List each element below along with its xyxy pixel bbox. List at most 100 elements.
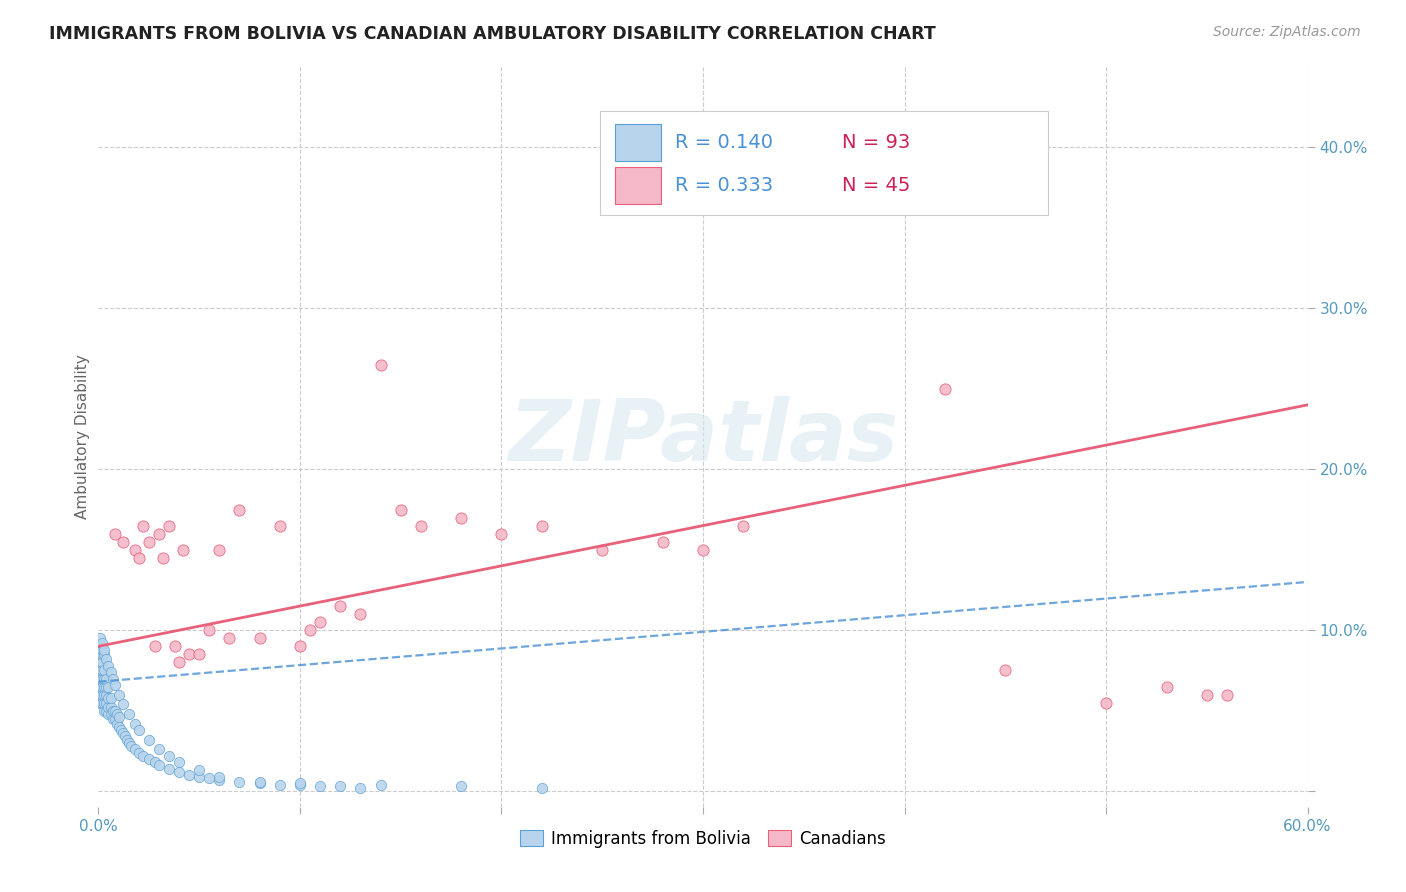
Point [249, 774, 271, 789]
Point [167, 755, 190, 769]
Legend: Immigrants from Bolivia, Canadians: Immigrants from Bolivia, Canadians [513, 823, 893, 855]
Point [491, 526, 513, 541]
Point [138, 732, 160, 747]
Point [93, 672, 115, 686]
Point [128, 723, 150, 737]
Point [89, 672, 111, 686]
Point [89, 640, 111, 654]
Point [97, 706, 120, 721]
Point [89, 664, 111, 678]
Point [124, 742, 146, 756]
Point [994, 664, 1017, 678]
Point [93, 688, 115, 702]
Point [188, 764, 211, 778]
Point [128, 550, 150, 565]
Point [96, 696, 118, 710]
Point [148, 758, 170, 772]
Point [349, 780, 371, 795]
Point [100, 690, 122, 705]
Text: IMMIGRANTS FROM BOLIVIA VS CANADIAN AMBULATORY DISABILITY CORRELATION CHART: IMMIGRANTS FROM BOLIVIA VS CANADIAN AMBU… [49, 25, 936, 43]
Point [530, 780, 553, 795]
Text: N = 93: N = 93 [842, 133, 910, 152]
Point [100, 700, 122, 714]
Point [370, 778, 392, 792]
Point [409, 518, 432, 533]
Point [269, 518, 291, 533]
Point [309, 615, 332, 630]
Point [228, 502, 250, 516]
Point [143, 640, 166, 654]
Point [89, 648, 111, 662]
Point [93, 704, 115, 718]
Point [198, 772, 221, 786]
Point [124, 716, 146, 731]
Point [208, 542, 231, 557]
Point [97, 680, 120, 694]
Point [91, 696, 114, 710]
Point [103, 526, 125, 541]
Point [89, 688, 111, 702]
Text: R = 0.333: R = 0.333 [675, 177, 773, 195]
Point [389, 502, 412, 516]
Text: Source: ZipAtlas.com: Source: ZipAtlas.com [1213, 25, 1361, 39]
Point [91, 648, 114, 662]
Point [91, 636, 114, 650]
Point [1216, 688, 1239, 702]
Point [172, 542, 194, 557]
Point [103, 704, 125, 718]
Text: ZIPatlas: ZIPatlas [508, 395, 898, 479]
Point [167, 656, 190, 670]
Point [111, 698, 134, 712]
Point [93, 696, 115, 710]
Point [132, 748, 155, 763]
Point [118, 706, 141, 721]
Point [148, 526, 170, 541]
Point [1195, 688, 1218, 702]
Point [114, 730, 136, 744]
Point [89, 680, 111, 694]
Point [111, 726, 134, 740]
Point [96, 688, 118, 702]
Point [100, 665, 122, 679]
Point [138, 752, 160, 766]
Point [651, 534, 673, 549]
Point [91, 664, 114, 678]
Point [793, 180, 815, 194]
Point [101, 672, 124, 686]
Point [93, 648, 115, 662]
Text: R = 0.140: R = 0.140 [675, 133, 773, 152]
Point [91, 680, 114, 694]
Point [93, 642, 115, 657]
Point [96, 672, 118, 686]
Point [107, 710, 129, 724]
Point [115, 732, 138, 747]
Point [167, 764, 190, 779]
Point [143, 755, 166, 769]
Point [118, 736, 141, 750]
Point [733, 518, 755, 533]
Point [198, 624, 221, 638]
Point [179, 768, 201, 782]
Point [110, 723, 132, 737]
Point [188, 770, 211, 784]
Text: N = 45: N = 45 [842, 177, 911, 195]
Point [138, 534, 160, 549]
Point [107, 720, 129, 734]
Point [1156, 680, 1178, 694]
Point [228, 774, 250, 789]
Point [349, 607, 371, 621]
Point [1095, 696, 1118, 710]
Point [111, 534, 134, 549]
Point [124, 542, 146, 557]
Point [329, 599, 352, 613]
Point [299, 624, 322, 638]
Point [218, 632, 240, 646]
Point [91, 672, 114, 686]
Point [91, 688, 114, 702]
Point [105, 716, 128, 731]
Bar [614, 124, 661, 161]
Point [96, 704, 118, 718]
Point [249, 632, 271, 646]
Point [89, 632, 111, 646]
Point [103, 678, 125, 692]
